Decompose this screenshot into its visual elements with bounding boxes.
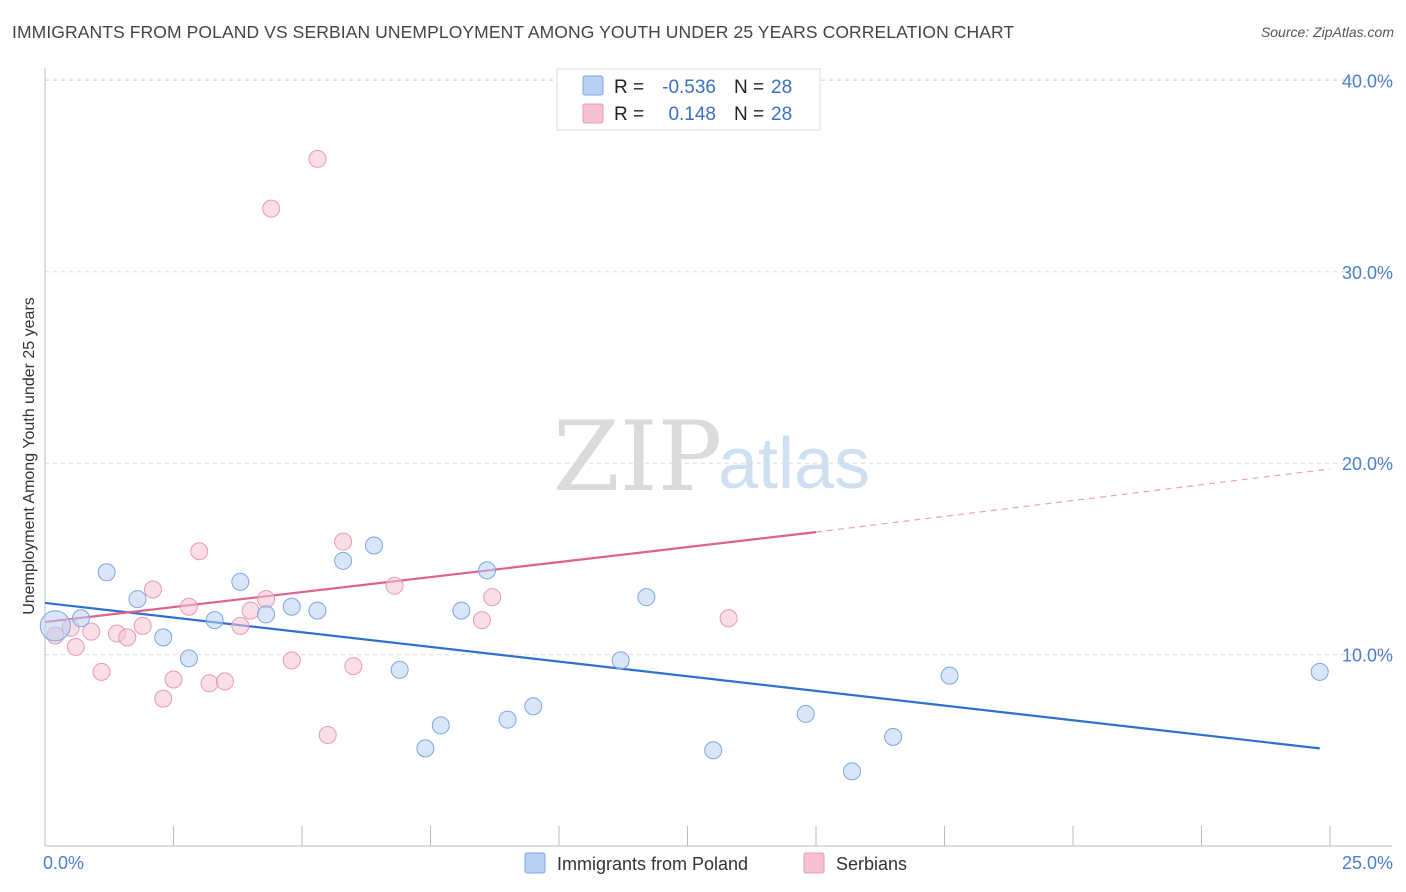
point-poland-22 bbox=[704, 741, 723, 760]
y-tick-labels: 10.0% 20.0% 30.0% 40.0% bbox=[1342, 71, 1393, 665]
point-poland-18 bbox=[498, 710, 517, 729]
legend-r-label-poland: R = bbox=[614, 77, 644, 98]
point-poland-20 bbox=[611, 651, 630, 670]
trend-line-poland bbox=[44, 601, 1320, 750]
trend-line-serbians-extension bbox=[815, 468, 1331, 533]
series-legend: Immigrants from Poland Serbians bbox=[524, 852, 907, 874]
legend-n-value-serbians: 28 bbox=[771, 104, 792, 125]
legend-swatch-poland bbox=[582, 75, 604, 96]
point-poland-4 bbox=[154, 628, 173, 647]
point-poland-0 bbox=[39, 610, 71, 642]
y-tick-label-2: 30.0% bbox=[1342, 263, 1393, 283]
point-serbians-26 bbox=[483, 588, 502, 607]
y-tick-label-1: 20.0% bbox=[1342, 454, 1393, 474]
point-serbians-9 bbox=[154, 689, 173, 708]
point-poland-1 bbox=[71, 609, 90, 628]
legend-r-label-serbians: R = bbox=[614, 104, 644, 125]
correlation-legend: R = -0.536 N = 28 R = 0.148 N = 28 bbox=[556, 68, 821, 131]
point-poland-24 bbox=[842, 762, 861, 781]
point-serbians-24 bbox=[385, 576, 404, 595]
x-tick-label-0: 0.0% bbox=[43, 853, 84, 873]
bottom-legend-label-poland: Immigrants from Poland bbox=[557, 854, 748, 874]
point-poland-26 bbox=[940, 666, 959, 685]
point-serbians-2 bbox=[66, 637, 85, 656]
x-tick-labels: 0.0% 25.0% bbox=[43, 853, 1393, 873]
x-tick-label-1: 25.0% bbox=[1342, 853, 1393, 873]
point-serbians-19 bbox=[282, 651, 301, 670]
point-serbians-17 bbox=[257, 590, 276, 609]
point-poland-5 bbox=[179, 649, 198, 668]
point-serbians-6 bbox=[118, 628, 137, 647]
point-poland-25 bbox=[884, 727, 903, 746]
point-serbians-10 bbox=[164, 670, 183, 689]
y-axis-label: Unemployment Among Youth under 25 years bbox=[21, 297, 38, 615]
point-poland-12 bbox=[364, 536, 383, 555]
watermark-atlas: atlas bbox=[718, 424, 870, 504]
point-poland-27 bbox=[1310, 662, 1329, 681]
legend-n-label-serbians: N = bbox=[734, 104, 764, 125]
point-poland-2 bbox=[97, 563, 116, 582]
point-serbians-27 bbox=[719, 609, 738, 628]
y-tick-label-3: 40.0% bbox=[1342, 71, 1393, 91]
point-serbians-11 bbox=[179, 597, 198, 616]
point-serbians-4 bbox=[92, 662, 111, 681]
point-poland-10 bbox=[308, 601, 327, 620]
gridlines bbox=[45, 78, 1392, 656]
y-tick-label-0: 10.0% bbox=[1342, 646, 1393, 666]
point-serbians-20 bbox=[308, 149, 327, 168]
watermark-zip: ZIP bbox=[553, 401, 722, 513]
legend-r-value-poland: -0.536 bbox=[662, 77, 716, 98]
data-points bbox=[39, 149, 1329, 781]
point-poland-15 bbox=[431, 716, 450, 735]
point-serbians-23 bbox=[344, 657, 363, 676]
point-poland-19 bbox=[524, 697, 543, 716]
point-poland-16 bbox=[452, 601, 471, 620]
point-poland-7 bbox=[231, 572, 250, 591]
point-poland-23 bbox=[796, 704, 815, 723]
point-serbians-12 bbox=[190, 542, 209, 561]
trend-lines bbox=[44, 468, 1331, 750]
point-serbians-16 bbox=[241, 601, 260, 620]
point-serbians-8 bbox=[143, 580, 162, 599]
point-serbians-18 bbox=[262, 199, 281, 218]
point-poland-17 bbox=[478, 561, 497, 580]
point-serbians-22 bbox=[334, 532, 353, 551]
point-poland-21 bbox=[637, 588, 656, 607]
trend-line-serbians bbox=[44, 531, 817, 624]
chart-title: IMMIGRANTS FROM POLAND VS SERBIAN UNEMPL… bbox=[12, 22, 1015, 42]
point-serbians-21 bbox=[318, 725, 337, 744]
legend-n-value-poland: 28 bbox=[771, 77, 792, 98]
legend-r-value-serbians: 0.148 bbox=[668, 104, 716, 125]
bottom-legend-label-serbians: Serbians bbox=[836, 854, 907, 874]
point-poland-8 bbox=[257, 605, 276, 624]
point-serbians-13 bbox=[200, 674, 219, 693]
point-serbians-14 bbox=[215, 672, 234, 691]
legend-n-label-poland: N = bbox=[734, 77, 764, 98]
legend-swatch-serbians bbox=[582, 103, 604, 124]
point-poland-14 bbox=[416, 739, 435, 758]
point-poland-3 bbox=[128, 590, 147, 609]
point-serbians-7 bbox=[133, 616, 152, 635]
axes bbox=[44, 68, 1392, 847]
bottom-legend-swatch-serbians bbox=[803, 852, 825, 874]
point-serbians-3 bbox=[82, 622, 101, 641]
source-credit: Source: ZipAtlas.com bbox=[1260, 24, 1394, 40]
point-serbians-15 bbox=[231, 616, 250, 635]
point-poland-9 bbox=[282, 597, 301, 616]
point-poland-11 bbox=[334, 551, 353, 570]
point-poland-13 bbox=[390, 660, 409, 679]
point-poland-6 bbox=[205, 611, 224, 630]
point-serbians-25 bbox=[472, 611, 491, 630]
bottom-legend-swatch-poland bbox=[524, 852, 546, 874]
